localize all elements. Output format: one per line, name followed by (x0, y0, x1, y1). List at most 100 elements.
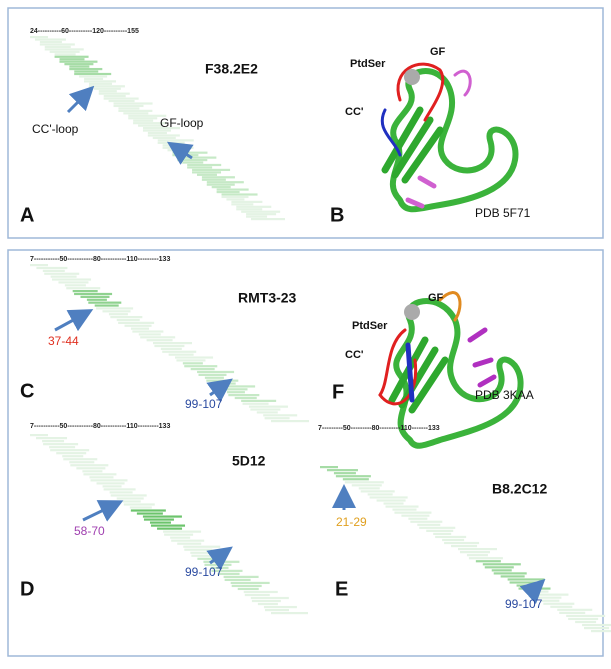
peptide-bar (36, 266, 68, 270)
peptide-bar (90, 479, 128, 482)
peptide-bar (203, 560, 240, 563)
peptide-bar (231, 200, 263, 203)
panel-title: RMT3-23 (238, 290, 297, 306)
peptide-bar (157, 141, 185, 144)
peptide-bar (198, 373, 227, 376)
peptide-bar (142, 129, 171, 132)
peptide-bar (493, 572, 527, 575)
peptide-bar (151, 524, 186, 527)
panel-letter: F (332, 381, 344, 403)
peptide-bar (59, 60, 98, 63)
peptide-bar (250, 408, 281, 411)
peptide-bar (392, 508, 417, 511)
peptide-bar (221, 193, 258, 196)
peptide-bar (74, 72, 112, 76)
peptide-bar (96, 482, 125, 485)
peptide-bar (226, 198, 245, 201)
peptide-bar (211, 569, 243, 572)
peptide-bar (147, 131, 167, 135)
peptide-bar (162, 350, 197, 353)
peptide-bar (243, 590, 278, 594)
peptide-bar (236, 208, 263, 211)
peptide-bar (342, 478, 369, 481)
peptide-bar (182, 161, 204, 164)
peptide-bar (509, 581, 538, 584)
peptide-bar (154, 344, 185, 348)
peptide-bar (44, 48, 84, 51)
annotation: 21-29 (336, 515, 367, 529)
peptide-bar (211, 186, 231, 189)
peptide-bar (44, 45, 71, 49)
peptide-bar (30, 434, 48, 437)
panel-title: F38.2E2 (205, 61, 258, 77)
peptide-bar (54, 55, 89, 58)
peptide-bar (248, 405, 288, 408)
peptide-bar (84, 77, 104, 81)
peptide-bar (132, 330, 164, 333)
peptide-bar (50, 275, 77, 278)
peptide-bar (367, 493, 393, 496)
peptide-bar (482, 563, 521, 566)
pdb-id: PDB 5F71 (475, 206, 531, 220)
peptide-bar (433, 532, 452, 536)
panel-letter: E (335, 578, 348, 600)
peptide-bar (49, 50, 80, 53)
peptide-bar (133, 119, 154, 122)
peptide-bar (88, 82, 112, 85)
peptide-bar (491, 569, 512, 572)
peptide-bar (164, 533, 194, 536)
peptide-bar (369, 496, 408, 499)
peptide-bar (419, 526, 456, 529)
peptide-bar (44, 272, 80, 275)
panel-letter: D (20, 578, 34, 600)
peptide-bar (591, 630, 611, 633)
peptide-bar (109, 491, 133, 494)
peptide-bar (140, 336, 176, 339)
annotation: GF-loop (160, 116, 204, 130)
peptide-bar (435, 535, 467, 539)
peptide-bar (263, 605, 297, 609)
peptide-bar (153, 342, 192, 345)
peptide-bar (62, 455, 84, 458)
peptide-bar (66, 287, 101, 290)
peptide-bar (170, 536, 191, 539)
peptide-bar (64, 63, 94, 66)
peptide-bar (30, 264, 48, 267)
peptide-bar (110, 316, 143, 319)
peptide-bar (136, 512, 163, 515)
peptide-bar (219, 385, 256, 388)
peptide-bar (216, 188, 249, 191)
peptide-bar (94, 304, 119, 307)
peptide-bar (234, 396, 257, 400)
peptide-bar (216, 190, 240, 194)
peptide-bar (123, 112, 149, 115)
peptide-bar (160, 347, 182, 350)
peptide-bar (43, 443, 79, 446)
peptide-bar (157, 139, 194, 142)
ruler: 7---------50---------80---------110-----… (318, 425, 440, 432)
peptide-bar (79, 75, 108, 78)
peptide-bar (484, 566, 514, 569)
peptide-bar (69, 461, 95, 464)
peptide-bar (103, 488, 136, 491)
peptide-bar (541, 599, 560, 602)
peptide-bar (42, 269, 65, 272)
peptide-bar (575, 620, 597, 624)
peptide-bar (128, 114, 167, 117)
peptide-bar (122, 500, 141, 503)
peptide-bar (351, 484, 382, 487)
peptide-bar (143, 518, 174, 521)
peptide-bar (264, 608, 289, 612)
annotation: 99-107 (505, 597, 543, 611)
peptide-bar (124, 324, 152, 327)
annotation: CC'-loop (32, 122, 79, 136)
peptide-bar (147, 134, 180, 137)
peptide-bar (241, 399, 277, 402)
peptide-bar (256, 411, 278, 414)
peptide-bar (103, 97, 139, 100)
peptide-bar (333, 472, 356, 475)
peptide-bar (584, 626, 610, 630)
panel-letter: A (20, 204, 34, 226)
coverage-maps (30, 36, 611, 633)
peptide-bar (228, 394, 260, 397)
